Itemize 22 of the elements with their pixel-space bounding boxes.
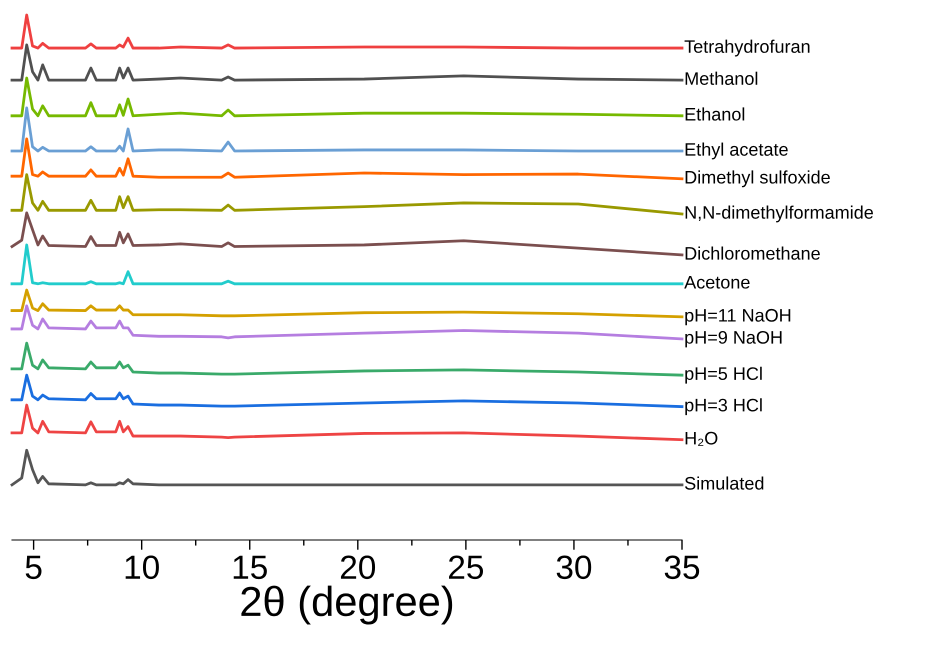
x-tick-label: 15 [234,556,267,580]
series-label: pH=5 HCl [685,366,762,384]
x-tick-label: 35 [664,555,700,580]
series-label: Acetone [684,276,750,289]
x-tick-label: 10 [126,555,159,580]
series-label: Dimethyl sulfoxide [686,170,830,188]
series-label: Tetrahydrofuran [684,40,810,56]
x-axis-title: 2θ (degree) [241,586,452,624]
series-label: pH=11 NaOH [685,308,790,326]
series-label: Simulated [684,476,764,490]
x-tick-label: 25 [449,555,484,580]
series-label: Ethyl acetate [686,142,788,160]
series-label: H₂O [686,432,718,446]
x-tick-label: 30 [556,555,592,580]
series-label: Methanol [686,72,758,85]
series-label: pH=9 NaOH [685,330,782,348]
x-tick-label: 20 [340,555,376,580]
series-label: N,N-dimethylformamide [686,206,873,222]
series-label: Dichloromethane [686,246,820,260]
x-tick-label: 5 [26,556,42,580]
series-label: Ethanol [686,107,744,121]
series-label: pH=3 HCl [685,398,762,416]
